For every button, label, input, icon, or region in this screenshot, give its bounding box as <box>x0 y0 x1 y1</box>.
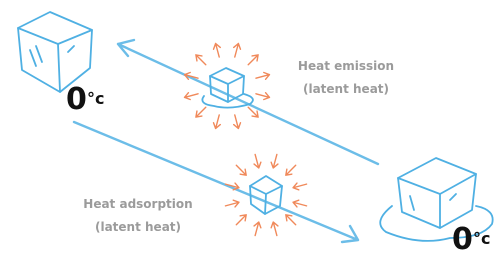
temperature: 0 <box>66 82 87 117</box>
emission-note: (latent heat) <box>303 82 389 96</box>
heat-arrow <box>236 165 246 175</box>
heat-arrow <box>196 107 206 117</box>
heat-arrow <box>236 215 246 225</box>
heat-arrow <box>286 165 296 175</box>
heat-arrow <box>254 154 261 168</box>
ice-cube-small <box>250 176 282 214</box>
heat-arrow <box>196 55 206 65</box>
heat-arrow <box>225 200 239 207</box>
heat-arrow <box>286 215 296 225</box>
heat-arrow <box>256 73 270 80</box>
emission-title: Heat emission <box>298 59 394 73</box>
heat-arrow <box>248 55 258 65</box>
heat-arrow <box>271 154 278 168</box>
temperature-unit: °c <box>473 229 490 248</box>
heat-arrow <box>256 93 270 100</box>
temperature: 0 <box>452 222 473 255</box>
heat-arrow <box>293 200 307 207</box>
adsorption-title: Heat adsorption <box>83 197 192 211</box>
heat-arrow <box>214 43 221 57</box>
heat-arrow <box>271 222 278 236</box>
heat-arrow <box>254 222 261 236</box>
heat-arrow <box>184 93 198 100</box>
diagram: Heat emission (latent heat) Heat adsorpt… <box>0 0 500 255</box>
temperature-unit: °c <box>87 89 104 108</box>
heat-arrow <box>234 115 241 129</box>
heat-arrow <box>214 115 221 129</box>
heat-arrow <box>234 43 241 57</box>
heat-rays <box>184 43 306 235</box>
ice-cube <box>18 12 92 92</box>
adsorption-note: (latent heat) <box>95 220 181 234</box>
heat-arrow <box>293 183 307 190</box>
